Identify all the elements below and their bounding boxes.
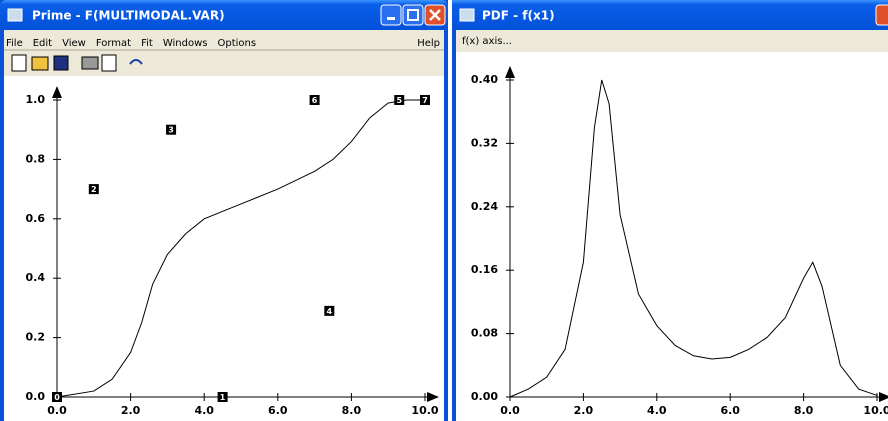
control-point[interactable]: [324, 305, 335, 316]
y-tick-label: 0.08: [471, 327, 498, 340]
open-button[interactable]: [31, 56, 49, 71]
x-tick-label: 2.0: [121, 404, 141, 417]
x-tick-label: 8.0: [342, 404, 362, 417]
x-tick-label: 6.0: [720, 404, 740, 417]
x-tick-label: 0.0: [47, 404, 67, 417]
x-tick-label: 4.0: [194, 404, 214, 417]
y-tick-label: 0.32: [471, 136, 498, 149]
maximize-button[interactable]: [402, 4, 424, 26]
control-point-label: 4: [327, 307, 333, 316]
new-button[interactable]: [11, 54, 27, 72]
control-point[interactable]: [217, 392, 228, 402]
plot-area: [4, 76, 444, 421]
x-axis-arrow: [427, 392, 439, 402]
preview-button[interactable]: [101, 54, 117, 72]
control-point[interactable]: [88, 184, 99, 195]
y-tick-label: 1.0: [26, 93, 46, 106]
menu-item[interactable]: Format: [96, 38, 131, 49]
y-tick-label: 0.8: [26, 152, 46, 165]
minimize-icon: [387, 17, 395, 20]
minimize-button[interactable]: [380, 4, 402, 26]
control-point[interactable]: [394, 95, 405, 105]
control-point[interactable]: [166, 124, 177, 135]
menu-bar: f(x) axis...: [462, 36, 512, 47]
y-tick-label: 0.40: [471, 73, 498, 86]
print-button[interactable]: [81, 56, 99, 70]
menu-item[interactable]: View: [62, 38, 86, 49]
control-point-label: 1: [220, 393, 226, 402]
y-tick-label: 0.0: [26, 390, 46, 403]
close-button[interactable]: [875, 4, 888, 26]
control-point-label: 6: [312, 96, 318, 105]
x-tick-label: 0.0: [500, 404, 520, 417]
y-tick-label: 0.2: [26, 331, 46, 344]
control-point-label: 3: [168, 126, 174, 135]
control-point-label: 2: [91, 185, 97, 194]
save-button[interactable]: [53, 55, 69, 71]
x-tick-label: 2.0: [574, 404, 594, 417]
menu-item[interactable]: Options: [217, 38, 256, 49]
y-axis-arrow: [52, 86, 62, 98]
maximize-icon: [407, 9, 419, 21]
menu-item[interactable]: Edit: [33, 38, 52, 49]
x-tick-label: 10.0: [863, 404, 888, 417]
menu-item[interactable]: Windows: [163, 38, 208, 49]
plot-area: [456, 52, 888, 421]
menu-item[interactable]: Help: [417, 38, 440, 49]
pdf-chart: 0.00 0.08 0.16 0.24 0.32 0.40 0.0 2.0 4.0 6.0 8.0 1…: [471, 66, 888, 417]
control-point[interactable]: [52, 392, 62, 402]
app-icon: [459, 8, 475, 22]
close-icon: [429, 9, 441, 21]
control-point[interactable]: [420, 95, 430, 105]
control-point-label: 0: [54, 393, 60, 402]
y-axis-arrow: [505, 66, 515, 78]
control-point[interactable]: [309, 95, 320, 105]
menu-item[interactable]: Fit: [141, 38, 153, 49]
x-axis-arrow: [879, 392, 888, 402]
toolbar: [11, 54, 143, 72]
window-left: Prime - F(MULTIMODAL.VAR) File Edit View Fo…: [0, 0, 448, 421]
undo-button[interactable]: [129, 59, 143, 65]
x-tick-label: 10.0: [411, 404, 438, 417]
y-tick-label: 0.24: [471, 200, 498, 213]
curve: [509, 79, 878, 398]
control-point-label: 7: [422, 96, 428, 105]
y-tick-label: 0.16: [471, 263, 498, 276]
x-tick-label: 6.0: [268, 404, 288, 417]
y-tick-label: 0.00: [471, 390, 498, 403]
menu-item[interactable]: File: [6, 38, 23, 49]
window-title: PDF - f(x1): [482, 9, 555, 23]
x-tick-label: 8.0: [794, 404, 814, 417]
title-bar[interactable]: [0, 0, 448, 30]
menu-bar: File Edit View Format Fit Windows Options Help: [6, 38, 440, 49]
app-icon: [7, 8, 23, 22]
menu-item[interactable]: f(x) axis...: [462, 36, 512, 47]
cdf-chart: 0.0 0.2 0.4 0.6 0.8 1.0 0.0 2.0 4.0 6.0 8.0 10.0 0 1 2…: [26, 86, 439, 417]
curve: [56, 99, 425, 398]
control-point-label: 5: [396, 96, 402, 105]
window-right: PDF - f(x1) f(x) axis... 0.00 0.08 0.16 0.2…: [452, 0, 888, 421]
x-tick-label: 4.0: [647, 404, 667, 417]
y-tick-label: 0.6: [26, 212, 46, 225]
title-bar[interactable]: [452, 0, 888, 30]
window-title: Prime - F(MULTIMODAL.VAR): [32, 9, 225, 23]
y-tick-label: 0.4: [26, 271, 46, 284]
